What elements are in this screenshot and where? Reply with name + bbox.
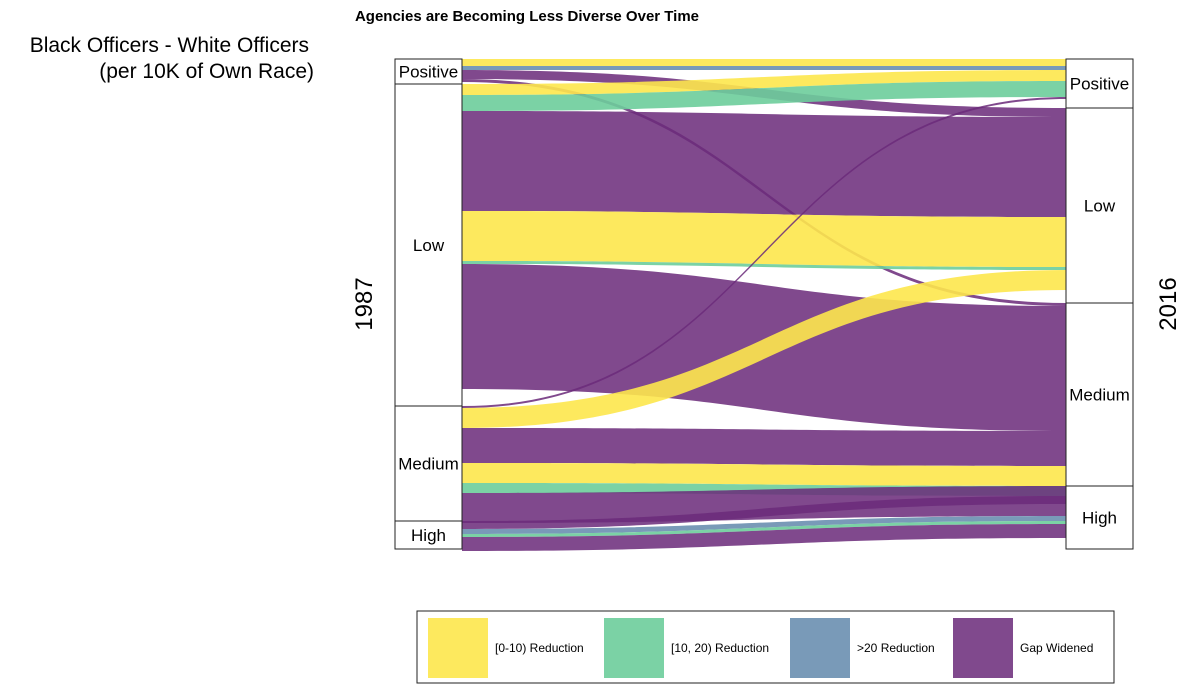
flow-high-to-medium-gap — [462, 496, 1066, 529]
left-stratum-label-low: Low — [413, 236, 445, 255]
left-stratum-label-medium: Medium — [398, 455, 458, 474]
flow-low-to-positive-r10 — [462, 81, 1066, 111]
left-axis-label: 1987 — [351, 277, 378, 330]
legend-label-gap: Gap Widened — [1020, 641, 1093, 655]
flow-medium-to-medium-r0 — [462, 463, 1066, 486]
flow-high-to-high-r20 — [462, 516, 1066, 534]
flow-positive-to-positive-r0 — [462, 59, 1066, 66]
flow-positive-to-positive-r20 — [462, 66, 1066, 70]
right-stratum-label-high: High — [1082, 509, 1117, 528]
y-axis-label-line-1: Black Officers - White Officers — [30, 34, 309, 57]
legend-label-r0: [0-10) Reduction — [495, 641, 584, 655]
left-stratum-label-high: High — [411, 526, 446, 545]
legend-swatch-r0 — [428, 618, 488, 678]
chart-title: Agencies are Becoming Less Diverse Over … — [355, 8, 699, 25]
left-stratum-label-positive: Positive — [399, 63, 459, 82]
flow-medium-to-high-gap — [462, 486, 1066, 523]
legend-swatch-r20 — [790, 618, 850, 678]
flow-low-to-low-r10 — [462, 261, 1066, 270]
flows-layer — [462, 59, 1066, 551]
right-stratum-positive — [1065, 58, 1134, 109]
y-axis-label-line-2: (per 10K of Own Race) — [99, 60, 314, 83]
flow-medium-to-medium-gap — [462, 428, 1066, 466]
flow-low-to-low-gap — [462, 111, 1066, 217]
right-axis-label: 2016 — [1155, 277, 1182, 330]
legend-swatch-r10 — [604, 618, 664, 678]
left-stratum-low — [394, 83, 463, 407]
right-stratum-label-positive: Positive — [1070, 75, 1130, 94]
flow-medium-to-positive-gap — [462, 97, 1066, 408]
flow-high-to-high-r10 — [462, 521, 1066, 537]
strata-layer: Positive Low Medium High Positive Low Medium Hi… — [394, 58, 1134, 550]
legend: [0-10) Reduction [10, 20) Reduction >20 Re… — [416, 610, 1115, 684]
flow-high-to-high-gap — [462, 524, 1066, 551]
right-stratum-high — [1065, 485, 1134, 550]
flow-medium-to-low-r0 — [462, 270, 1066, 428]
flow-low-to-low-r0 — [462, 211, 1066, 267]
legend-label-r20: >20 Reduction — [857, 641, 935, 655]
left-stratum-high — [394, 520, 463, 550]
flow-low-to-positive-r0 — [462, 70, 1066, 95]
right-stratum-medium — [1065, 302, 1134, 487]
right-stratum-label-low: Low — [1084, 197, 1116, 216]
right-stratum-low — [1065, 107, 1134, 304]
legend-swatch-gap — [953, 618, 1013, 678]
legend-label-r10: [10, 20) Reduction — [671, 641, 769, 655]
right-stratum-label-medium: Medium — [1069, 386, 1129, 405]
